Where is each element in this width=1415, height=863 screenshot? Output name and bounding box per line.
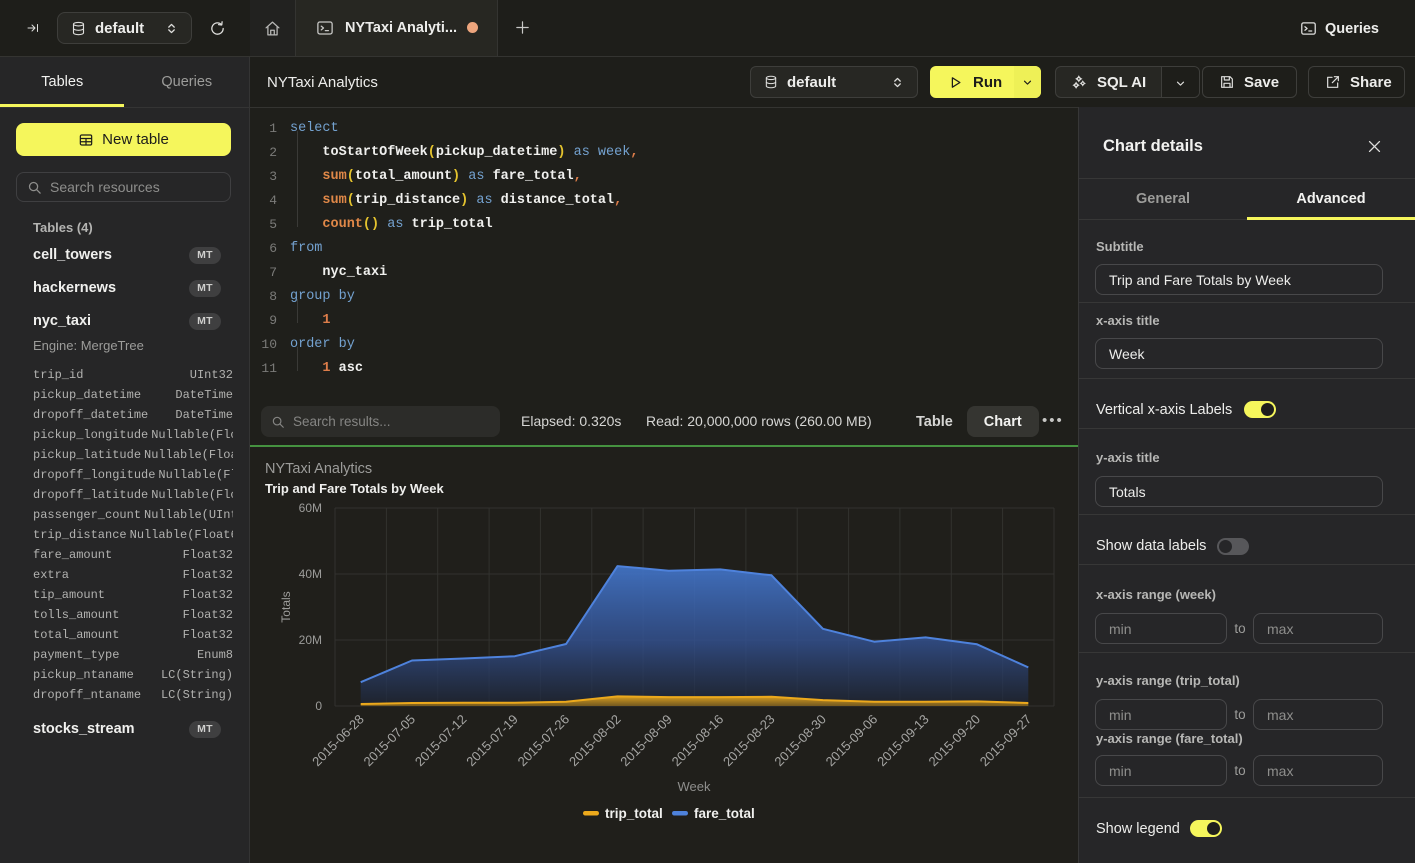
svg-text:Totals: Totals <box>279 591 293 622</box>
svg-text:2015-08-23: 2015-08-23 <box>720 712 778 770</box>
svg-text:2015-07-19: 2015-07-19 <box>463 712 521 770</box>
svg-text:2015-07-12: 2015-07-12 <box>412 712 470 770</box>
svg-text:20M: 20M <box>299 633 322 647</box>
svg-text:NYTaxi Analytics: NYTaxi Analytics <box>265 461 372 477</box>
svg-text:2015-09-20: 2015-09-20 <box>925 712 983 770</box>
svg-text:2015-07-05: 2015-07-05 <box>360 712 418 770</box>
svg-text:40M: 40M <box>299 567 322 581</box>
svg-text:2015-08-16: 2015-08-16 <box>669 712 727 770</box>
svg-text:2015-09-13: 2015-09-13 <box>874 712 932 770</box>
svg-text:2015-09-06: 2015-09-06 <box>823 712 881 770</box>
svg-text:2015-08-09: 2015-08-09 <box>617 712 675 770</box>
svg-text:Week: Week <box>678 779 711 794</box>
svg-text:Trip and Fare Totals by Week: Trip and Fare Totals by Week <box>265 481 444 496</box>
svg-text:fare_total: fare_total <box>694 806 755 821</box>
svg-text:trip_total: trip_total <box>605 806 663 821</box>
svg-text:2015-08-30: 2015-08-30 <box>771 712 829 770</box>
svg-text:2015-07-26: 2015-07-26 <box>515 712 573 770</box>
svg-text:0: 0 <box>315 699 322 713</box>
svg-text:2015-06-28: 2015-06-28 <box>309 712 367 770</box>
svg-text:2015-09-27: 2015-09-27 <box>977 712 1035 770</box>
svg-text:2015-08-02: 2015-08-02 <box>566 712 624 770</box>
svg-text:60M: 60M <box>299 501 322 515</box>
